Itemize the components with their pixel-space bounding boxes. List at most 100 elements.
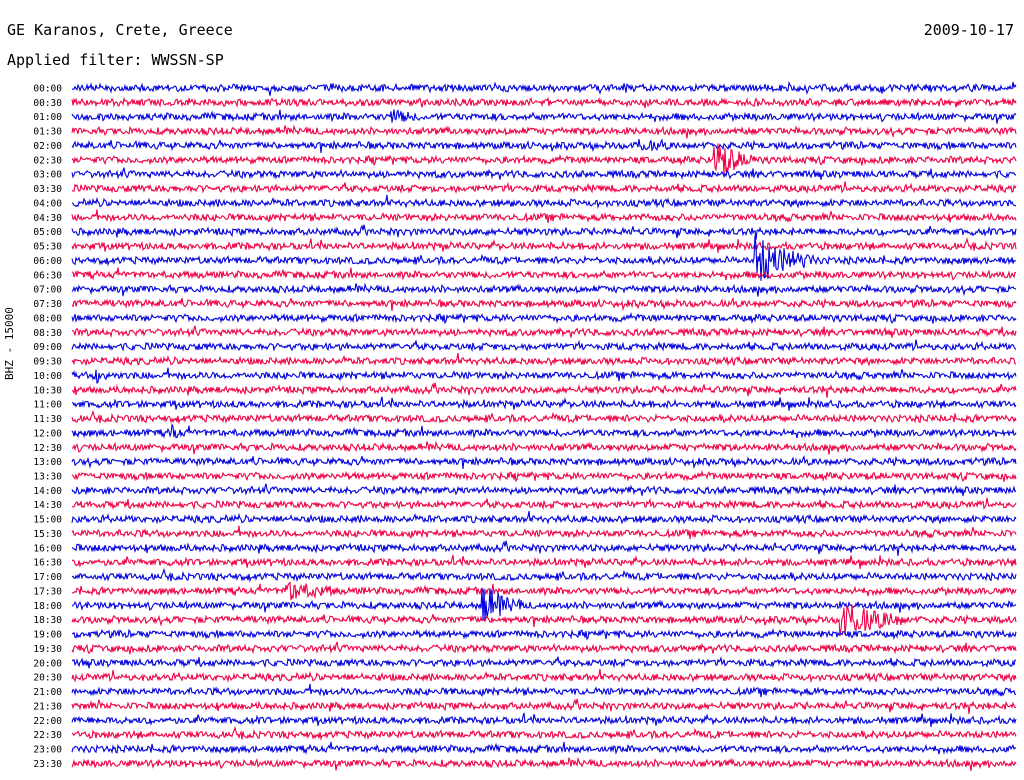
row-time-label: 06:30 <box>33 270 62 281</box>
trace-line <box>71 311 1017 325</box>
trace-line <box>72 581 1017 601</box>
trace-line <box>71 235 1017 281</box>
row-time-label: 18:00 <box>33 601 62 612</box>
trace-line <box>71 396 1017 411</box>
row-time-label: 22:00 <box>33 716 62 727</box>
row-time-label: 23:30 <box>33 759 62 770</box>
trace-line <box>71 109 1017 124</box>
row-time-label: 06:00 <box>33 256 62 267</box>
trace-line <box>71 483 1017 497</box>
row-time-label: 03:00 <box>33 170 62 181</box>
trace-line <box>71 224 1017 240</box>
trace-line <box>71 656 1017 669</box>
trace-line <box>71 497 1017 511</box>
row-time-label: 13:30 <box>33 471 62 482</box>
row-time-label: 15:00 <box>33 515 62 526</box>
trace-line <box>71 669 1017 684</box>
row-time-label: 16:00 <box>33 543 62 554</box>
trace-line <box>71 756 1017 771</box>
row-time-label: 08:30 <box>33 328 62 339</box>
trace-line <box>71 455 1017 470</box>
trace-line <box>71 567 1017 583</box>
row-time-label: 01:00 <box>33 112 62 123</box>
trace-line <box>71 604 1017 637</box>
trace-line <box>71 511 1017 525</box>
station-title: GE Karanos, Crete, Greece <box>7 21 233 39</box>
trace-line <box>71 741 1017 755</box>
trace-line <box>71 96 1017 109</box>
trace-line <box>71 554 1017 569</box>
trace-line <box>71 237 1017 253</box>
row-time-label: 20:00 <box>33 658 62 669</box>
trace-line <box>71 282 1017 297</box>
row-time-label: 04:00 <box>33 198 62 209</box>
row-time-label: 10:30 <box>33 385 62 396</box>
trace-line <box>71 167 1016 181</box>
row-time-label: 02:30 <box>33 155 62 166</box>
trace-line <box>71 423 1017 439</box>
row-time-label: 01:30 <box>33 127 62 138</box>
row-time-label: 08:00 <box>33 313 62 324</box>
trace-line <box>71 440 1017 455</box>
row-time-label: 03:30 <box>33 184 62 195</box>
row-time-label: 09:00 <box>33 342 62 353</box>
row-time-label: 19:30 <box>33 644 62 655</box>
row-time-label: 11:00 <box>33 400 62 411</box>
row-time-label: 02:00 <box>33 141 62 152</box>
row-time-label: 12:30 <box>33 443 62 454</box>
trace-line <box>71 540 1017 556</box>
date-label: 2009-10-17 <box>923 21 1014 39</box>
trace-line <box>71 712 1017 727</box>
row-time-label: 04:30 <box>33 213 62 224</box>
row-time-label: 16:30 <box>33 558 62 569</box>
trace-line <box>71 267 1016 281</box>
trace-line <box>71 470 1017 483</box>
row-time-label: 14:30 <box>33 500 62 511</box>
row-time-label: 20:30 <box>33 673 62 684</box>
trace-line <box>71 587 1017 621</box>
trace-line <box>71 641 1017 655</box>
row-time-label: 15:30 <box>33 529 62 540</box>
trace-line <box>71 297 1017 312</box>
row-time-label: 09:30 <box>33 357 62 368</box>
row-time-label: 07:30 <box>33 299 62 310</box>
trace-line <box>71 181 1017 195</box>
row-time-label: 05:30 <box>33 242 62 253</box>
trace-line <box>71 628 1017 641</box>
row-time-label: 05:00 <box>33 227 62 238</box>
row-time-label: 18:30 <box>33 615 62 626</box>
row-time-label: 00:30 <box>33 98 62 109</box>
row-time-label: 17:00 <box>33 572 62 583</box>
row-time-label: 14:00 <box>33 486 62 497</box>
row-time-label: 12:00 <box>33 428 62 439</box>
trace-line <box>71 409 1017 425</box>
trace-line <box>71 698 1017 714</box>
trace-line <box>71 325 1017 339</box>
row-time-label: 21:30 <box>33 701 62 712</box>
trace-line <box>71 80 1017 96</box>
trace-line <box>71 339 1017 352</box>
trace-line <box>71 143 1017 175</box>
trace-line <box>71 124 1017 139</box>
trace-line <box>71 194 1017 209</box>
row-time-label: 13:00 <box>33 457 62 468</box>
row-time-label: 10:00 <box>33 371 62 382</box>
row-time-label: 07:00 <box>33 285 62 296</box>
row-time-label: 23:00 <box>33 745 62 756</box>
row-time-label: 19:00 <box>33 630 62 641</box>
row-time-label: 22:30 <box>33 730 62 741</box>
row-time-label: 00:00 <box>33 84 62 95</box>
row-time-label: 21:00 <box>33 687 62 698</box>
trace-line <box>71 525 1017 540</box>
trace-line <box>71 725 1017 741</box>
trace-line <box>71 138 1017 153</box>
trace-line <box>71 683 1017 698</box>
trace-line <box>71 382 1017 398</box>
filter-label: Applied filter: WWSSN-SP <box>7 51 224 69</box>
trace-line <box>71 209 1017 224</box>
row-time-label: 17:30 <box>33 586 62 597</box>
trace-line <box>71 367 1017 384</box>
trace-line <box>71 352 1017 367</box>
row-time-label: 11:30 <box>33 414 62 425</box>
